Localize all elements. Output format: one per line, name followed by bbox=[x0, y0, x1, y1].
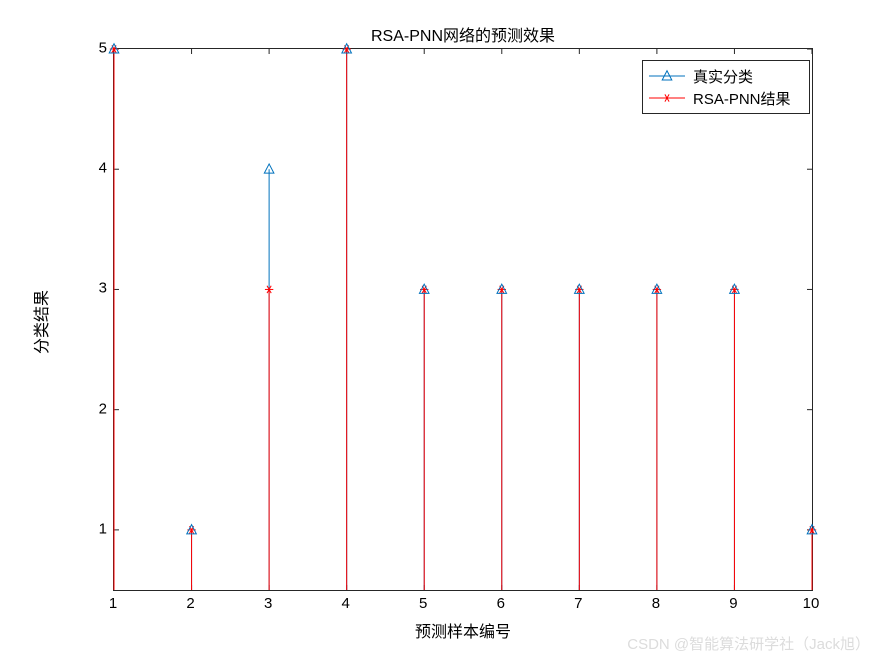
x-tick-label: 1 bbox=[109, 595, 117, 612]
x-tick-label: 8 bbox=[652, 595, 660, 612]
y-axis-label: 分类结果 bbox=[28, 262, 52, 382]
x-tick-label: 9 bbox=[729, 595, 737, 612]
legend-swatch-pred bbox=[649, 88, 685, 108]
x-tick-label: 10 bbox=[803, 595, 820, 612]
legend-item-true: 真实分类 bbox=[649, 65, 803, 87]
y-tick-label: 1 bbox=[85, 520, 107, 537]
chart-title: RSA-PNN网络的预测效果 bbox=[113, 22, 813, 46]
y-tick-label: 4 bbox=[85, 160, 107, 177]
legend-item-pred: RSA-PNN结果 bbox=[649, 87, 803, 109]
legend-label-true: 真实分类 bbox=[693, 66, 753, 87]
x-tick-label: 2 bbox=[186, 595, 194, 612]
y-tick-label: 2 bbox=[85, 400, 107, 417]
legend-swatch-true bbox=[649, 66, 685, 86]
figure: RSA-PNN网络的预测效果 分类结果 预测样本编号 真实分类 RSA-PNN结… bbox=[0, 0, 875, 656]
x-tick-label: 5 bbox=[419, 595, 427, 612]
legend-label-pred: RSA-PNN结果 bbox=[693, 88, 791, 109]
y-tick-label: 5 bbox=[85, 40, 107, 57]
x-tick-label: 7 bbox=[574, 595, 582, 612]
x-tick-label: 3 bbox=[264, 595, 272, 612]
legend: 真实分类 RSA-PNN结果 bbox=[642, 60, 810, 114]
x-tick-label: 4 bbox=[341, 595, 349, 612]
plot-svg bbox=[114, 49, 812, 590]
watermark: CSDN @智能算法研学社（Jack旭） bbox=[627, 633, 870, 654]
y-tick-label: 3 bbox=[85, 280, 107, 297]
plot-area bbox=[113, 48, 813, 591]
x-tick-label: 6 bbox=[497, 595, 505, 612]
